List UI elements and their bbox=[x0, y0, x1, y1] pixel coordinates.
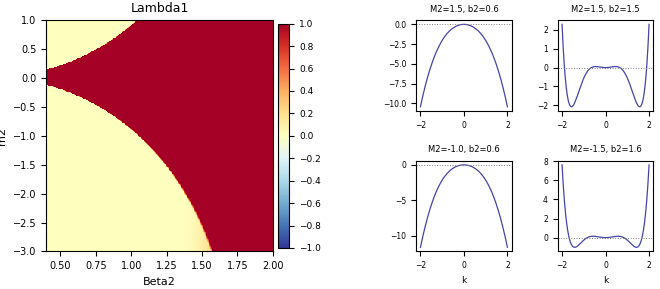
Title: M2=1.5, b2=1.5: M2=1.5, b2=1.5 bbox=[572, 5, 640, 14]
Title: M2=1.5, b2=0.6: M2=1.5, b2=0.6 bbox=[430, 5, 498, 14]
Title: Lambda1: Lambda1 bbox=[130, 2, 189, 15]
X-axis label: Beta2: Beta2 bbox=[143, 277, 176, 287]
Title: M2=-1.5, b2=1.6: M2=-1.5, b2=1.6 bbox=[570, 145, 642, 154]
X-axis label: k: k bbox=[603, 276, 608, 285]
Title: M2=-1.0, b2=0.6: M2=-1.0, b2=0.6 bbox=[428, 145, 500, 154]
X-axis label: k: k bbox=[461, 276, 467, 285]
Y-axis label: m2: m2 bbox=[0, 127, 7, 145]
